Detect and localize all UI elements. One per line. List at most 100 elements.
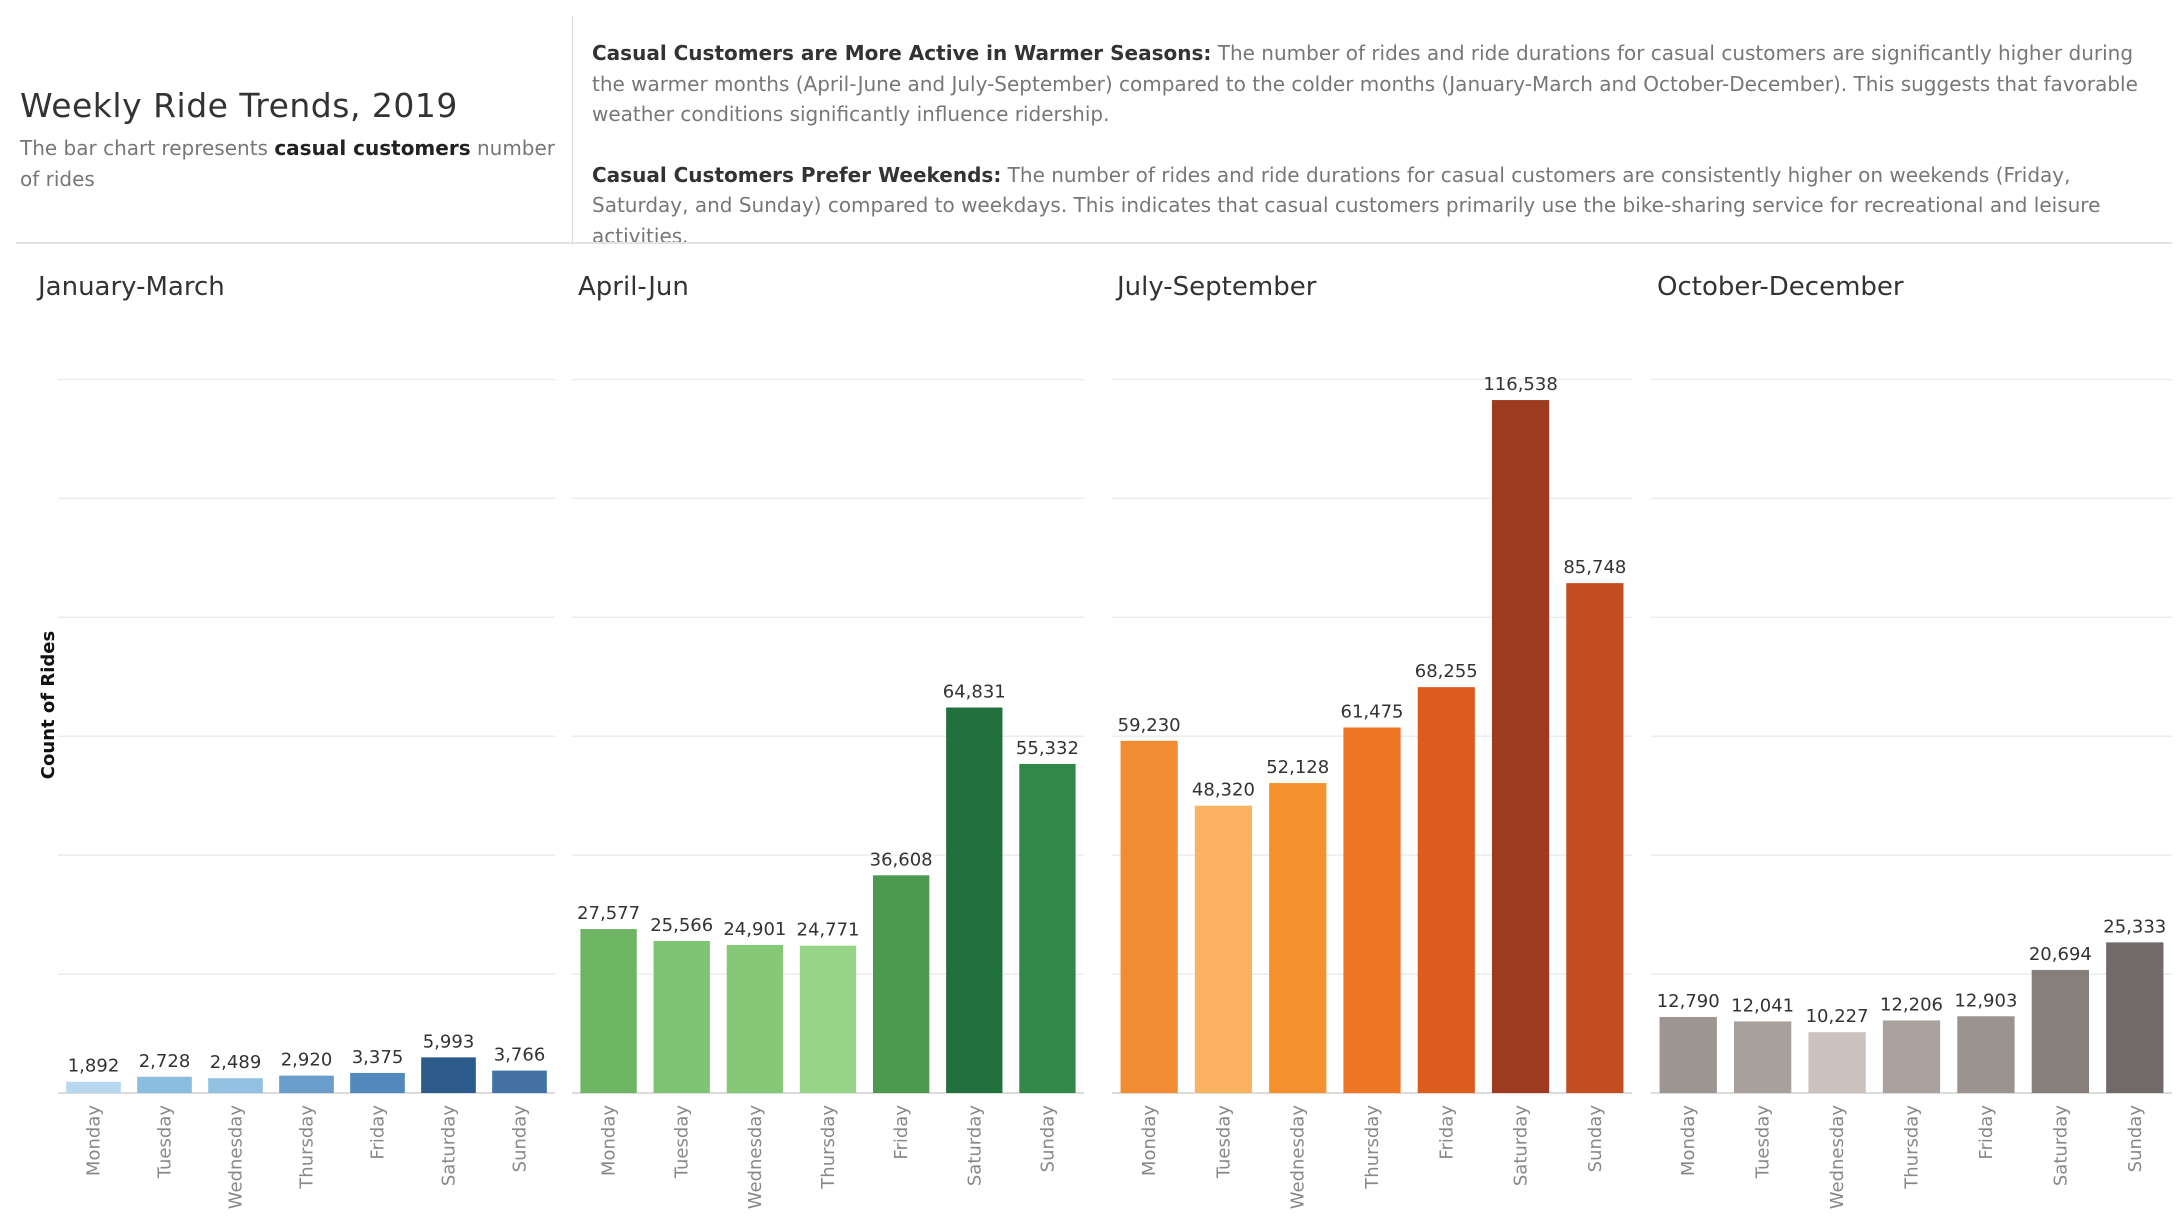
data-label: 25,566 [650, 915, 713, 936]
panel-title: January-March [36, 272, 225, 302]
bar-wednesday[interactable] [726, 944, 784, 1093]
data-label: 24,771 [797, 920, 860, 941]
x-tick-label: Thursday [1902, 1105, 1923, 1190]
data-label: 64,831 [943, 682, 1006, 703]
x-tick-label: Thursday [1362, 1105, 1383, 1190]
bar-thursday[interactable] [1882, 1020, 1941, 1093]
bar-sunday[interactable] [1566, 583, 1624, 1093]
x-tick-label: Saturday [439, 1105, 460, 1186]
subtitle-suffix: number of rides [20, 136, 556, 191]
data-label: 2,728 [139, 1051, 191, 1072]
data-label: 1,892 [68, 1056, 120, 1077]
bar-saturday[interactable] [421, 1057, 476, 1093]
bar-monday[interactable] [1120, 740, 1178, 1093]
bar-thursday[interactable] [1343, 727, 1401, 1093]
x-tick-label: Monday [1678, 1105, 1699, 1176]
bar-tuesday[interactable] [1733, 1021, 1792, 1093]
bar-monday[interactable] [580, 929, 637, 1093]
bar-tuesday[interactable] [1194, 805, 1253, 1093]
bar-friday[interactable] [1417, 687, 1475, 1093]
bar-sunday[interactable] [1019, 763, 1076, 1093]
bar-saturday[interactable] [946, 707, 1003, 1093]
panel-april-jun: April-Jun 27,577 Monday 25,566 Tuesday 24,901… [572, 272, 1084, 1209]
chart-panels: January-March 1,892 Monday 2,728 Tuesday 2,48… [36, 272, 2172, 1209]
data-label: 55,332 [1016, 738, 1079, 759]
x-tick-label: Sunday [2125, 1105, 2146, 1173]
data-label: 12,206 [1880, 994, 1943, 1015]
panel-title: April-Jun [578, 272, 689, 302]
data-label: 2,920 [281, 1050, 333, 1071]
insight-weekends: Casual Customers Prefer Weekends: The nu… [592, 160, 2172, 252]
title-block: Weekly Ride Trends, 2019 The bar chart r… [20, 86, 560, 195]
insight-text: The number of rides and ride durations f… [592, 162, 2101, 248]
bar-monday[interactable] [1659, 1016, 1717, 1093]
bar-sunday[interactable] [492, 1070, 547, 1093]
bar-tuesday[interactable] [653, 940, 710, 1093]
data-label: 12,903 [1954, 990, 2017, 1011]
y-axis-title: Count of Rides [38, 631, 59, 779]
data-label: 52,128 [1266, 757, 1329, 778]
x-tick-label: Friday [891, 1105, 912, 1160]
data-label: 3,766 [494, 1045, 546, 1066]
insights-panel: Casual Customers are More Active in Warm… [592, 38, 2172, 251]
x-tick-label: Thursday [297, 1105, 318, 1190]
bar-friday[interactable] [872, 875, 930, 1093]
x-tick-label: Friday [368, 1105, 389, 1160]
x-tick-label: Monday [84, 1105, 105, 1176]
x-tick-label: Monday [599, 1105, 620, 1176]
x-tick-label: Sunday [1037, 1105, 1058, 1173]
bar-wednesday[interactable] [1808, 1032, 1866, 1093]
insight-warmer-seasons: Casual Customers are More Active in Warm… [592, 38, 2172, 130]
data-label: 27,577 [577, 903, 640, 924]
data-label: 20,694 [2029, 944, 2092, 965]
data-label: 5,993 [423, 1031, 475, 1052]
bar-tuesday[interactable] [137, 1076, 192, 1093]
insight-heading: Casual Customers are More Active in Warm… [592, 41, 1212, 65]
data-label: 2,489 [210, 1052, 262, 1073]
bar-sunday[interactable] [2106, 942, 2164, 1093]
insight-text: The number of rides and ride durations f… [592, 41, 2138, 126]
x-tick-label: Tuesday [672, 1105, 693, 1180]
header-vertical-divider [572, 16, 573, 242]
x-tick-label: Saturday [1511, 1105, 1532, 1186]
data-label: 48,320 [1192, 780, 1255, 801]
dashboard-subtitle: The bar chart represents casual customer… [20, 133, 560, 195]
bar-saturday[interactable] [1491, 400, 1550, 1093]
bar-thursday[interactable] [799, 945, 857, 1093]
x-tick-label: Wednesday [226, 1105, 247, 1210]
x-tick-label: Wednesday [745, 1105, 766, 1210]
x-tick-label: Tuesday [155, 1105, 176, 1180]
x-tick-label: Friday [1976, 1105, 1997, 1160]
bar-friday[interactable] [350, 1072, 405, 1093]
bar-thursday[interactable] [279, 1075, 334, 1093]
bar-saturday[interactable] [2031, 969, 2090, 1093]
data-label: 59,230 [1118, 715, 1181, 736]
x-tick-label: Saturday [2050, 1105, 2071, 1186]
data-label: 10,227 [1806, 1006, 1869, 1027]
bar-wednesday[interactable] [208, 1078, 263, 1093]
x-tick-label: Saturday [964, 1105, 985, 1186]
data-label: 116,538 [1483, 374, 1557, 395]
panel-title: July-September [1115, 272, 1317, 302]
bar-friday[interactable] [1957, 1016, 2015, 1093]
x-tick-label: Monday [1139, 1105, 1160, 1176]
subtitle-prefix: The bar chart represents [20, 136, 275, 160]
x-tick-label: Wednesday [1827, 1105, 1848, 1210]
data-label: 85,748 [1563, 557, 1626, 578]
header: Weekly Ride Trends, 2019 The bar chart r… [0, 0, 2184, 248]
header-horizontal-divider [16, 242, 2172, 244]
data-label: 68,255 [1415, 661, 1478, 682]
data-label: 36,608 [870, 849, 933, 870]
x-tick-label: Tuesday [1213, 1105, 1234, 1180]
panel-october-december: October-December 12,790 Monday 12,041 Tuesda… [1651, 272, 2172, 1209]
dashboard-title: Weekly Ride Trends, 2019 [20, 86, 458, 125]
data-label: 3,375 [352, 1047, 404, 1068]
x-tick-label: Sunday [1585, 1105, 1606, 1173]
data-label: 61,475 [1341, 701, 1404, 722]
bar-wednesday[interactable] [1269, 783, 1327, 1093]
data-label: 24,901 [723, 919, 786, 940]
panel-title: October-December [1657, 272, 1904, 302]
bar-monday[interactable] [66, 1081, 121, 1093]
data-label: 12,041 [1731, 995, 1794, 1016]
